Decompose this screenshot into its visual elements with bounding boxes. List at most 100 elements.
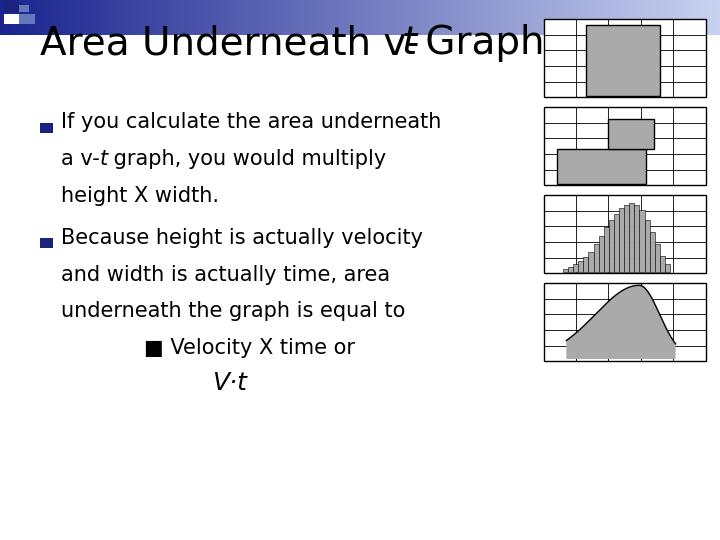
Bar (578, 0, 579, 35)
Bar (39, 0, 40, 35)
Bar (324, 0, 325, 35)
Bar (498, 0, 499, 35)
Bar (644, 220, 649, 272)
Bar (28, 0, 29, 35)
Bar (93, 0, 94, 35)
Bar (78, 0, 79, 35)
Bar (568, 267, 573, 272)
Bar (391, 0, 392, 35)
Bar (154, 0, 155, 35)
Bar (297, 0, 298, 35)
Bar (5, 0, 6, 35)
Bar (354, 0, 355, 35)
Bar (131, 0, 132, 35)
Bar (212, 0, 213, 35)
Bar (397, 0, 398, 35)
Bar (651, 0, 652, 35)
Bar (72, 0, 73, 35)
Bar (466, 0, 467, 35)
Bar (639, 0, 640, 35)
Bar (79, 0, 80, 35)
Bar (490, 0, 491, 35)
Bar (235, 0, 236, 35)
Bar (593, 0, 594, 35)
Bar (197, 0, 198, 35)
Bar (124, 0, 125, 35)
Bar (24, 0, 25, 35)
Bar (36, 0, 37, 35)
Bar (22, 0, 23, 35)
Bar (648, 0, 649, 35)
Text: a v-: a v- (61, 149, 100, 169)
Bar (483, 0, 484, 35)
Bar (482, 0, 483, 35)
Bar (501, 0, 502, 35)
Bar (43, 0, 44, 35)
Bar (403, 0, 404, 35)
Bar (97, 0, 98, 35)
Bar (281, 0, 282, 35)
Bar (211, 0, 212, 35)
Bar (540, 0, 541, 35)
Bar (342, 0, 343, 35)
Bar (677, 0, 678, 35)
Bar (100, 0, 101, 35)
Bar (13, 0, 14, 35)
Bar (234, 0, 235, 35)
Bar (257, 0, 258, 35)
Bar (15, 0, 16, 35)
Bar (364, 0, 365, 35)
Bar (382, 0, 383, 35)
Bar (309, 0, 310, 35)
Bar (524, 0, 525, 35)
Bar (608, 119, 654, 149)
Bar (369, 0, 370, 35)
Bar (327, 0, 328, 35)
Bar (588, 252, 593, 272)
Bar (182, 0, 183, 35)
Bar (491, 0, 492, 35)
Bar (19, 0, 20, 35)
Bar (534, 0, 535, 35)
Bar (650, 0, 651, 35)
Bar (694, 0, 695, 35)
Bar (531, 0, 532, 35)
Bar (331, 0, 332, 35)
Bar (440, 0, 441, 35)
Bar (433, 0, 434, 35)
Bar (74, 0, 75, 35)
Bar (426, 0, 427, 35)
Bar (95, 0, 96, 35)
Bar (511, 0, 512, 35)
Bar (529, 0, 530, 35)
Bar (552, 0, 553, 35)
Bar (210, 0, 211, 35)
Bar (611, 0, 612, 35)
Bar (460, 0, 461, 35)
Bar (595, 0, 596, 35)
Bar (624, 205, 629, 272)
Bar (204, 0, 205, 35)
Bar (277, 0, 278, 35)
Bar (262, 0, 263, 35)
Bar (287, 0, 288, 35)
Text: and width is actually time, area: and width is actually time, area (61, 265, 390, 285)
Bar (474, 0, 475, 35)
Bar (409, 0, 410, 35)
Bar (114, 0, 115, 35)
Bar (486, 0, 487, 35)
Bar (681, 0, 682, 35)
Bar (696, 0, 697, 35)
Bar (63, 0, 64, 35)
Bar (594, 0, 595, 35)
Bar (365, 0, 366, 35)
Bar (156, 0, 157, 35)
Bar (167, 0, 168, 35)
Bar (504, 0, 505, 35)
Bar (148, 0, 149, 35)
Bar (109, 0, 110, 35)
Bar (676, 0, 677, 35)
Bar (427, 0, 428, 35)
Bar (134, 0, 135, 35)
Bar (172, 0, 173, 35)
